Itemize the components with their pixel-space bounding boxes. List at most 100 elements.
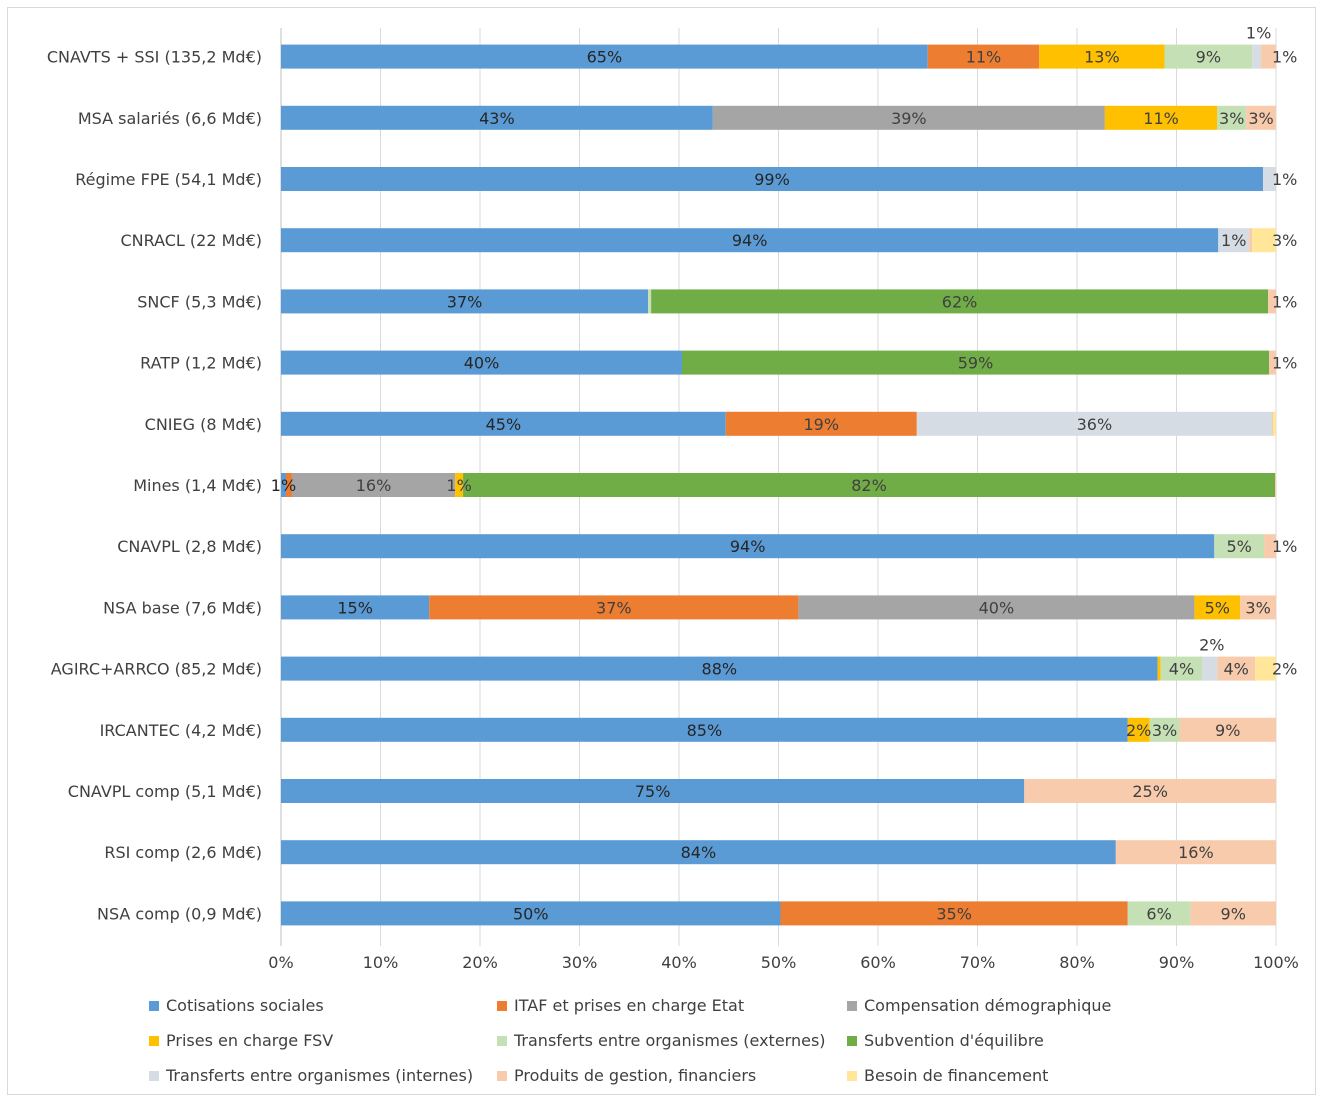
legend: Cotisations sociales ITAF et prises en ch…: [149, 996, 1111, 1085]
data-label: 1%: [1221, 231, 1246, 250]
category-label: CNAVTS + SSI (135,2 Md€): [47, 48, 262, 67]
bar-segment: [1157, 656, 1161, 681]
data-label: 50%: [513, 904, 549, 923]
data-label: 37%: [447, 292, 483, 311]
legend-swatch: [497, 1001, 507, 1011]
bar-segment: [916, 411, 1273, 436]
bar-segment: [681, 350, 1270, 375]
category-label: NSA comp (0,9 Md€): [97, 904, 262, 923]
category-label: CNAVPL (2,8 Md€): [117, 537, 262, 556]
category-label: Régime FPE (54,1 Md€): [75, 170, 262, 189]
legend-swatch: [847, 1001, 857, 1011]
legend-label: Cotisations sociales: [166, 996, 324, 1015]
bar-segment: [1127, 717, 1150, 742]
bar-segment: [281, 717, 1128, 742]
bar-segment: [281, 656, 1158, 681]
bar-segment: [725, 411, 917, 436]
data-label: 3%: [1272, 231, 1297, 250]
data-label: 40%: [464, 354, 500, 373]
data-label: 3%: [1248, 109, 1273, 128]
legend-label: Besoin de financement: [864, 1066, 1048, 1085]
category-label: CNIEG (8 Md€): [145, 415, 262, 434]
x-tick-label: 10%: [363, 953, 399, 972]
category-axis: CNAVTS + SSI (135,2 Md€) MSA salariés (6,…: [47, 48, 262, 924]
bar-segment: [1255, 656, 1276, 681]
data-label: 19%: [804, 415, 840, 434]
legend-label: Transferts entre organismes (externes): [513, 1031, 826, 1050]
category-label: Mines (1,4 Md€): [133, 476, 262, 495]
bar-segment: [455, 473, 464, 497]
bar-segment: [1194, 595, 1241, 620]
data-label: 1%: [1272, 292, 1297, 311]
category-label: CNAVPL comp (5,1 Md€): [68, 782, 262, 801]
bar-segment: [429, 595, 799, 620]
bar-segment: [281, 779, 1025, 803]
data-label: 99%: [754, 170, 790, 189]
data-label: 25%: [1132, 782, 1168, 801]
data-label: 2%: [1126, 721, 1151, 740]
bar-segment: [1264, 534, 1276, 559]
bar-segment: [1268, 289, 1276, 314]
data-label: 16%: [356, 476, 392, 495]
bar-segment: [281, 411, 726, 436]
bar-segment: [1164, 44, 1253, 69]
legend-swatch: [847, 1036, 857, 1046]
bar-segment: [1275, 473, 1276, 497]
data-label: 1%: [1272, 170, 1297, 189]
bar-segment: [1252, 228, 1276, 253]
data-label: 9%: [1215, 721, 1240, 740]
bar-segment: [285, 473, 292, 497]
bar-segment: [1272, 411, 1274, 436]
data-label: 43%: [479, 109, 515, 128]
legend-swatch: [149, 1071, 159, 1081]
data-label: 1%: [1272, 537, 1297, 556]
bar-segment: [281, 289, 649, 314]
value-axis: 0% 10% 20% 30% 40% 50% 60% 70% 80% 90% 100%: [268, 953, 1299, 972]
bar-segment: [712, 105, 1105, 130]
bar-segment: [798, 595, 1195, 620]
bar-segment: [1179, 717, 1276, 742]
legend-swatch: [497, 1036, 507, 1046]
data-label: 4%: [1169, 660, 1194, 679]
data-label: 4%: [1224, 660, 1249, 679]
bar-segment: [1149, 717, 1180, 742]
data-label: 88%: [702, 660, 738, 679]
x-tick-label: 100%: [1253, 953, 1299, 972]
data-label: 94%: [732, 231, 768, 250]
legend-label: Transferts entre organismes (internes): [165, 1066, 473, 1085]
bar-segment: [281, 228, 1219, 253]
x-tick-label: 90%: [1159, 953, 1195, 972]
legend-label: Subvention d'équilibre: [864, 1031, 1044, 1050]
category-label: CNRACL (22 Md€): [120, 231, 262, 250]
data-label: 94%: [730, 537, 766, 556]
legend-swatch: [497, 1071, 507, 1081]
bar-segment: [1160, 656, 1203, 681]
bar-segment: [1202, 656, 1218, 681]
bar-segment: [281, 534, 1215, 559]
bar-segment: [1218, 228, 1250, 253]
data-label: 16%: [1178, 843, 1214, 862]
data-label: 82%: [851, 476, 887, 495]
data-label: 3%: [1245, 598, 1270, 617]
legend-label: Compensation démographique: [864, 996, 1111, 1015]
data-label: 37%: [596, 598, 632, 617]
data-label: 3%: [1219, 109, 1244, 128]
bar-segment: [281, 840, 1116, 865]
category-label: RSI comp (2,6 Md€): [104, 843, 262, 862]
data-label: 2%: [1199, 636, 1224, 655]
bar-segment: [1127, 901, 1191, 926]
data-label: 9%: [1221, 904, 1246, 923]
bar-segment: [1024, 779, 1276, 803]
bar-segment: [291, 473, 456, 497]
legend-label: ITAF et prises en charge Etat: [514, 996, 744, 1015]
bar-segment: [281, 595, 430, 620]
x-tick-label: 20%: [462, 953, 498, 972]
data-labels: 65% 11% 13% 9%1%1%43% 39% 11% 3% 3%99% 1%94% 1% 3%…: [271, 24, 1298, 924]
data-label: 2%: [1272, 660, 1297, 679]
bar-segment: [463, 473, 1276, 497]
data-label: 36%: [1077, 415, 1113, 434]
data-label: 11%: [966, 48, 1002, 67]
bar-segment: [281, 44, 928, 69]
bar-segment: [1115, 840, 1276, 865]
bar-segment: [1217, 656, 1256, 681]
